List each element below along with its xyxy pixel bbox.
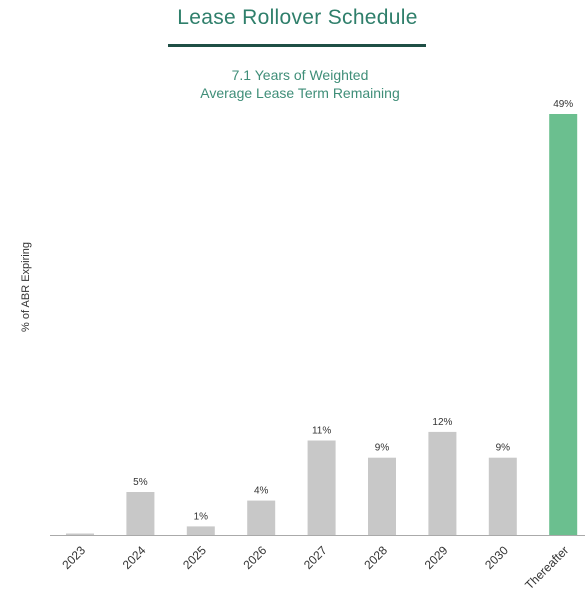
- x-tick-label-2023: 2023: [59, 543, 88, 572]
- x-tick-label-2024: 2024: [120, 543, 149, 572]
- bar-2027: [307, 440, 336, 535]
- bar-2023: [66, 533, 94, 535]
- chart-subtitle: 7.1 Years of Weighted Average Lease Term…: [150, 66, 450, 102]
- data-label-2030: 9%: [496, 443, 511, 454]
- subtitle-line-1: 7.1 Years of Weighted: [231, 67, 369, 83]
- bar-2026: [247, 500, 276, 535]
- subtitle-line-2: Average Lease Term Remaining: [200, 85, 400, 101]
- x-tick-label-2027: 2027: [301, 543, 330, 572]
- bar-2030: [488, 457, 517, 535]
- x-tick-labels-group: 2023 2024 2025 2026 2027 2028 2029 2030 Thereaft…: [59, 543, 571, 592]
- x-tick-label-2026: 2026: [241, 543, 270, 572]
- data-label-2028: 9%: [375, 443, 390, 454]
- x-tick-label-2025: 2025: [180, 543, 209, 572]
- bars-group: [66, 114, 578, 535]
- y-axis-label: % of ABR Expiring: [20, 242, 32, 332]
- chart-title: Lease Rollover Schedule: [177, 6, 418, 29]
- data-label-2024: 5%: [133, 477, 148, 488]
- bar-2025: [186, 526, 215, 535]
- data-label-thereafter: 49%: [553, 99, 573, 110]
- data-label-2025: 1%: [194, 511, 209, 522]
- data-label-2029: 12%: [432, 417, 452, 428]
- title-underline: [168, 44, 426, 47]
- x-tick-label-thereafter: Thereafter: [522, 543, 571, 592]
- x-tick-label-2029: 2029: [422, 543, 451, 572]
- bar-thereafter: [549, 114, 578, 535]
- x-tick-label-2028: 2028: [361, 543, 390, 572]
- bar-2029: [428, 431, 457, 535]
- data-label-2026: 4%: [254, 486, 269, 497]
- data-label-2027: 11%: [312, 426, 331, 437]
- bar-2028: [368, 457, 396, 535]
- x-tick-label-2030: 2030: [482, 543, 511, 572]
- bar-2024: [126, 492, 155, 535]
- data-labels-group: 5% 1% 4% 11% 9% 12% 9% 49%: [133, 99, 573, 522]
